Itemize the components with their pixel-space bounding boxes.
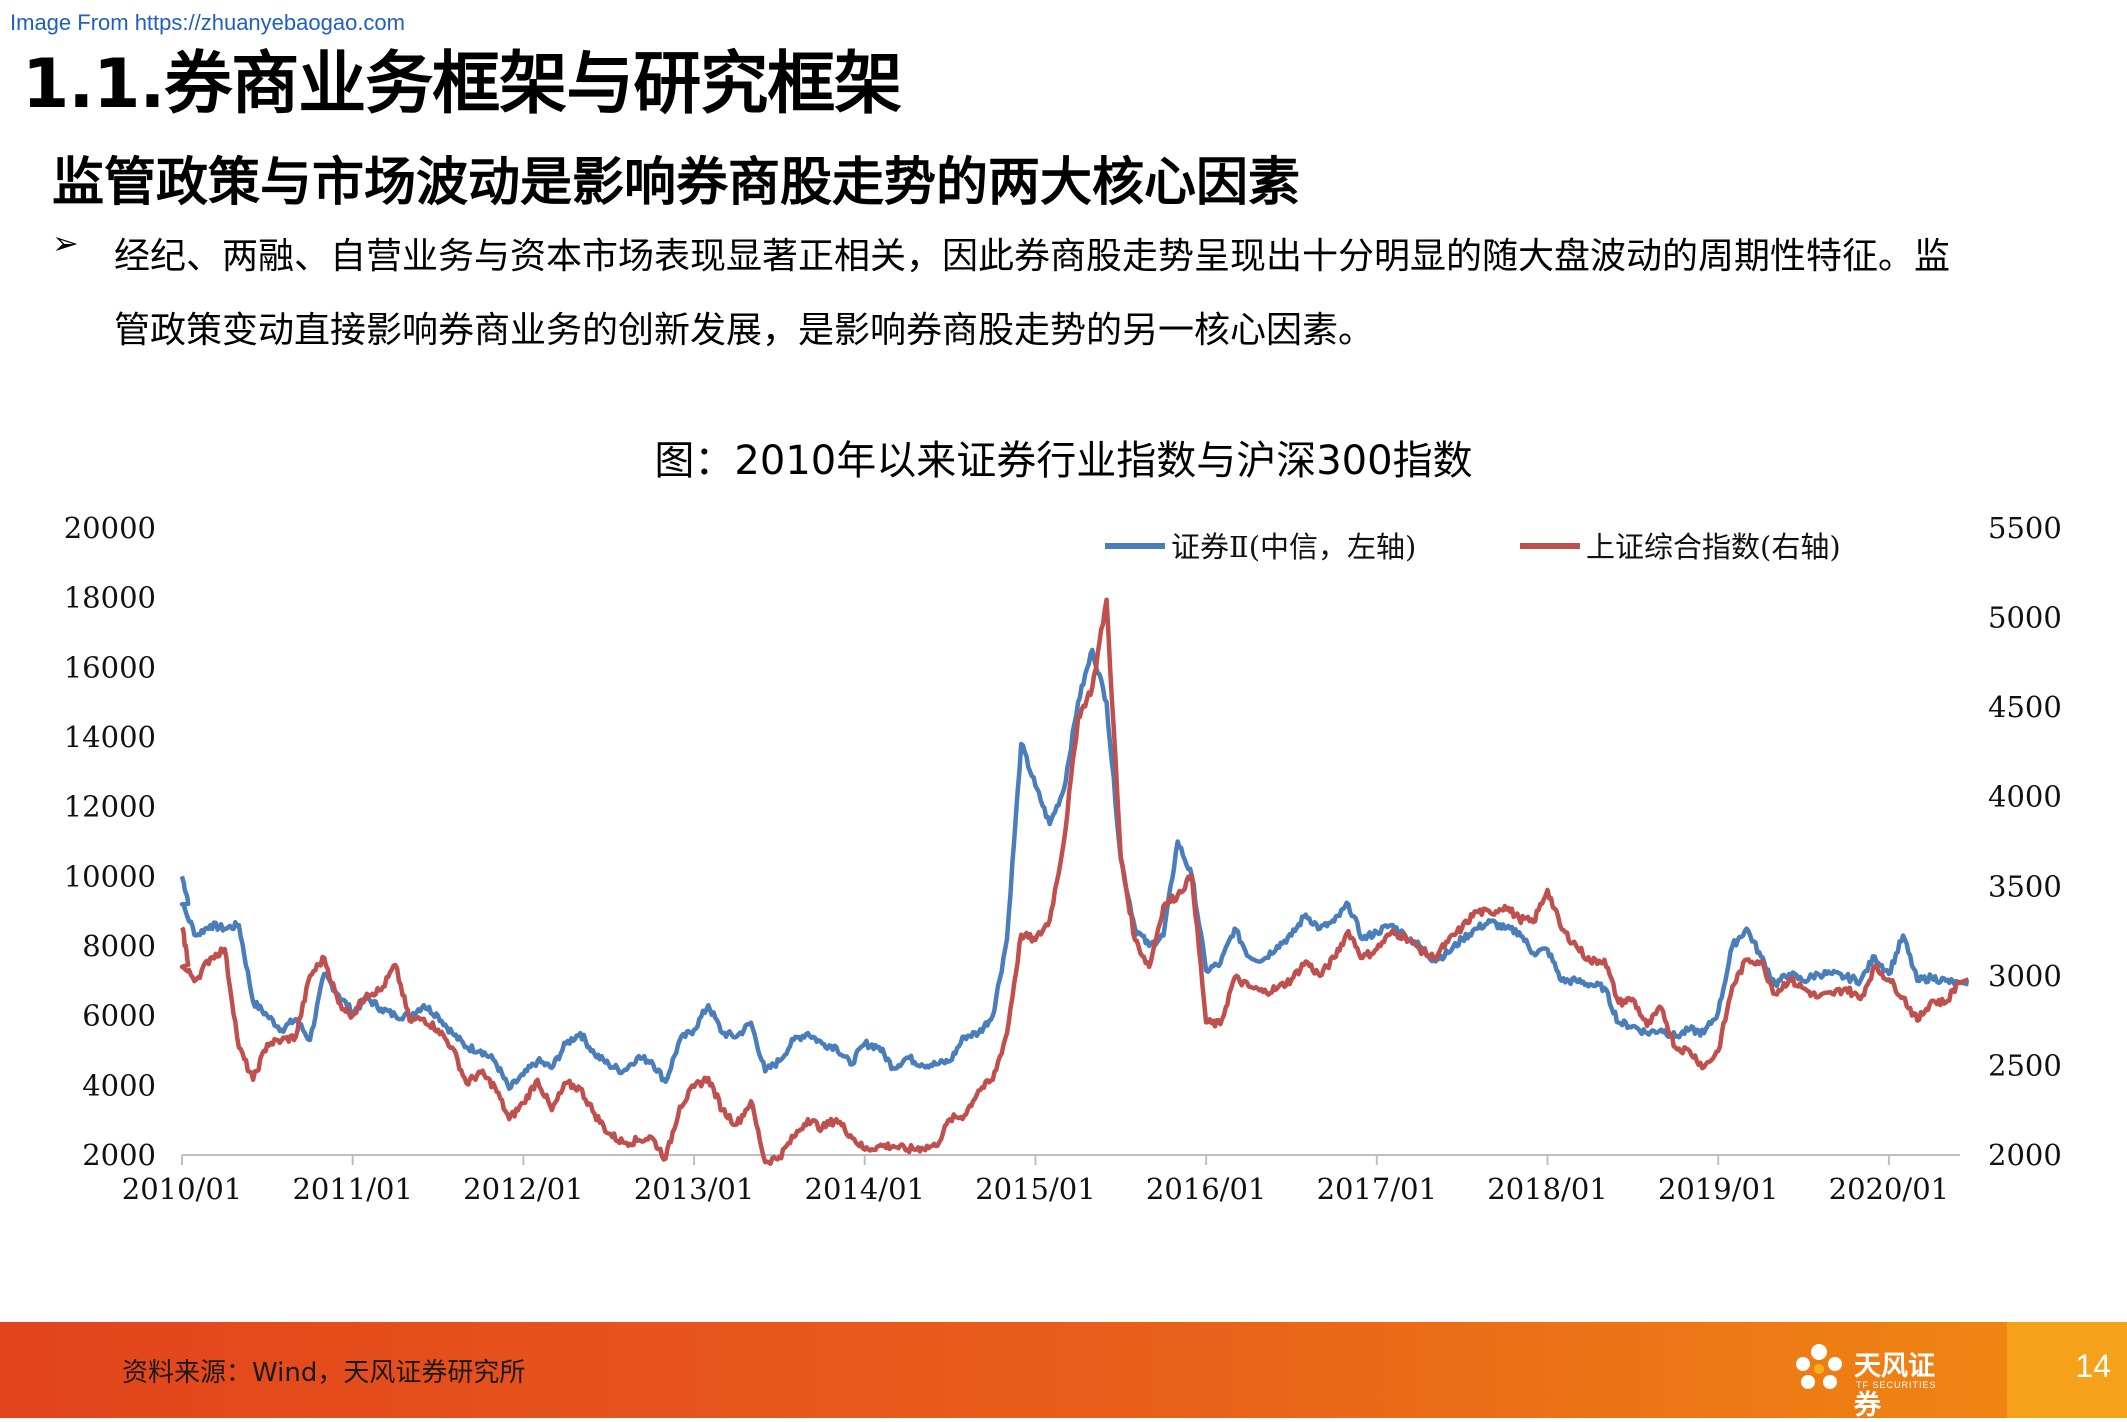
- y-right-tick-label: 4000: [1988, 780, 2062, 814]
- bullet-text: 经纪、两融、自营业务与资本市场表现显著正相关，因此券商股走势呈现出十分明显的随大…: [114, 220, 2062, 368]
- y-right-tick-label: 5500: [1988, 511, 2062, 545]
- x-tick-label: 2018/01: [1487, 1172, 1607, 1206]
- section-title: 1.1.券商业务框架与研究框架: [22, 45, 902, 124]
- y-left-tick-label: 10000: [64, 859, 156, 893]
- x-tick-label: 2017/01: [1317, 1172, 1437, 1206]
- y-right-tick-label: 5000: [1988, 601, 2062, 635]
- x-tick-label: 2013/01: [634, 1172, 754, 1206]
- series-line-securities: [179, 647, 1969, 1092]
- y-left-tick-label: 20000: [64, 511, 156, 545]
- y-left-tick-label: 14000: [64, 720, 156, 754]
- y-right-tick-label: 2500: [1988, 1048, 2062, 1082]
- logo-subtext: TF SECURITIES: [1856, 1380, 1937, 1390]
- x-tick-label: 2014/01: [805, 1172, 925, 1206]
- y-right-tick-label: 4500: [1988, 690, 2062, 724]
- bullet-line-2: 管政策变动直接影响券商业务的创新发展，是影响券商股走势的另一核心因素。: [114, 310, 1375, 351]
- watermark: Image From https://zhuanyebaogao.com: [10, 10, 405, 35]
- line-chart: 2010/01 2011/01 2012/01 2013/01 2014/01 2015/…: [64, 511, 2062, 1206]
- y-left-tick-label: 16000: [64, 650, 156, 684]
- y-left-tick-label: 18000: [64, 581, 156, 615]
- footer-source: 资料来源：Wind，天风证券研究所: [122, 1358, 526, 1388]
- y-left-tick-label: 2000: [82, 1138, 156, 1172]
- flower-logo-icon: [1796, 1344, 1842, 1389]
- footer-bar: 资料来源：Wind，天风证券研究所 天风证券 TF SECURITIES 14: [0, 1322, 2127, 1421]
- y-left-tick-label: 4000: [82, 1068, 156, 1102]
- legend-label: 证券Ⅱ(中信，左轴): [1171, 530, 1416, 564]
- y-right-tick-label: 3500: [1988, 869, 2062, 903]
- bullet-arrow-icon: ➢: [52, 224, 79, 262]
- y-right-tick-label: 3000: [1988, 959, 2062, 993]
- logo-text: 天风证券: [1854, 1351, 1935, 1421]
- x-tick-label: 2020/01: [1829, 1172, 1949, 1206]
- y-left-tick-label: 8000: [82, 929, 156, 963]
- x-tick-label: 2016/01: [1146, 1172, 1266, 1206]
- y-right-tick-label: 2000: [1988, 1138, 2062, 1172]
- y-left-tick-label: 6000: [82, 999, 156, 1033]
- chart-title: 图：2010年以来证券行业指数与沪深300指数: [654, 438, 1473, 484]
- page-number-box: 14: [2007, 1322, 2127, 1418]
- series-line-shanghai-composite: [179, 597, 1970, 1166]
- x-tick-label: 2011/01: [292, 1172, 412, 1206]
- bullet-line-1: 经纪、两融、自营业务与资本市场表现显著正相关，因此券商股走势呈现出十分明显的随大…: [114, 236, 1951, 277]
- bullet-paragraph: ➢ 经纪、两融、自营业务与资本市场表现显著正相关，因此券商股走势呈现出十分明显的…: [52, 220, 2062, 368]
- page-number: 14: [2075, 1348, 2111, 1384]
- y-left-tick-label: 12000: [64, 790, 156, 824]
- tf-securities-logo: 天风证券 TF SECURITIES: [1790, 1338, 1960, 1421]
- x-tick-label: 2015/01: [975, 1172, 1095, 1206]
- x-tick-label: 2019/01: [1658, 1172, 1778, 1206]
- x-tick-label: 2010/01: [122, 1172, 242, 1206]
- headline: 监管政策与市场波动是影响券商股走势的两大核心因素: [52, 153, 1301, 213]
- legend-label: 上证综合指数(右轴): [1586, 530, 1841, 564]
- x-tick-label: 2012/01: [463, 1172, 583, 1206]
